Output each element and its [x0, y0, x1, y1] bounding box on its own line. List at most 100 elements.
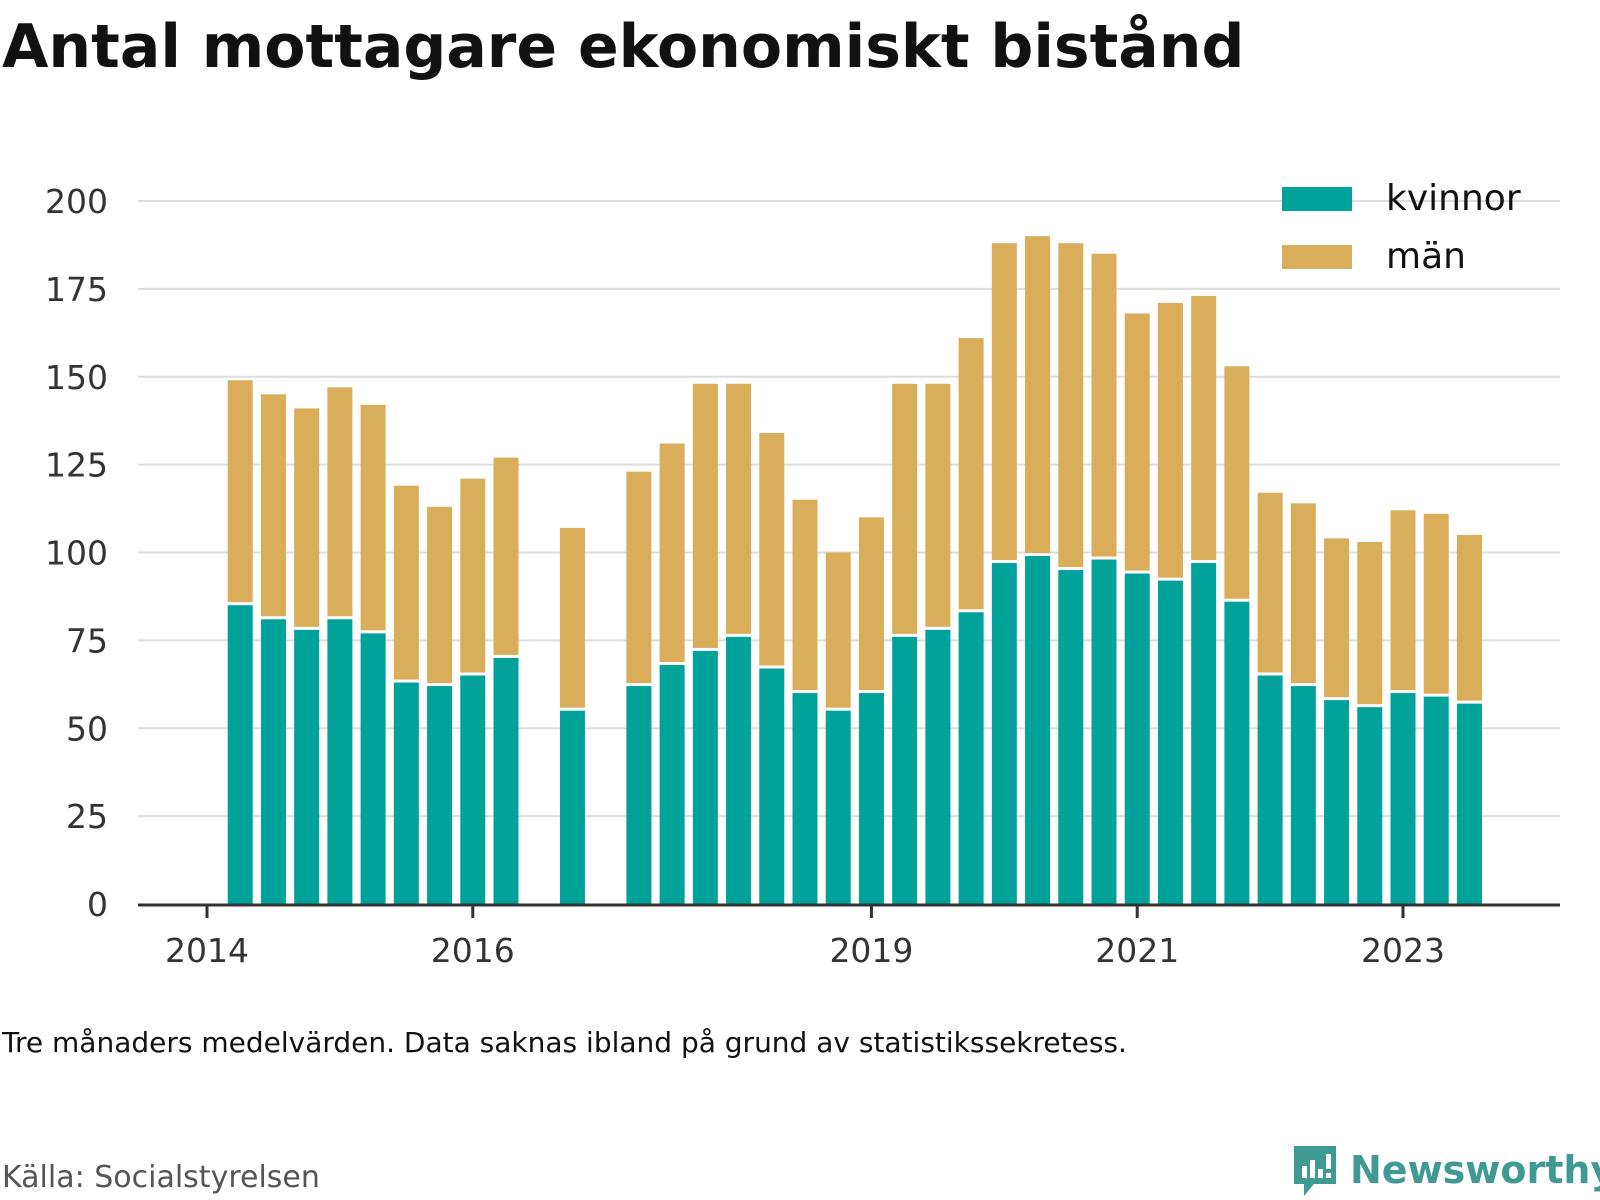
legend-label-man: män — [1386, 236, 1466, 277]
bar-man — [1091, 253, 1117, 557]
bar-man — [294, 408, 320, 627]
bar-man — [493, 457, 519, 655]
bar-man — [1224, 366, 1250, 599]
bar-kvinnor — [892, 636, 918, 904]
bar-man — [991, 243, 1017, 561]
legend-swatch-kvinnor — [1282, 186, 1352, 211]
bar-man — [659, 443, 685, 662]
bar-man — [260, 394, 286, 617]
bar-kvinnor — [858, 693, 884, 904]
bar-kvinnor — [958, 612, 984, 904]
bar-kvinnor — [1091, 559, 1117, 904]
bar-man — [559, 527, 585, 708]
bar-man — [427, 506, 453, 684]
bar-kvinnor — [1058, 570, 1084, 904]
bar-kvinnor — [1224, 601, 1250, 904]
bar-man — [958, 338, 984, 610]
bar-kvinnor — [1324, 700, 1350, 904]
chart-note: Tre månaders medelvärden. Data saknas ib… — [2, 1026, 1127, 1059]
bar-man — [892, 383, 918, 634]
bar-man — [692, 383, 718, 648]
bar-kvinnor — [1157, 580, 1183, 904]
bar-kvinnor — [692, 650, 718, 904]
y-tick-label: 0 — [87, 885, 108, 924]
bar-kvinnor — [1390, 693, 1416, 904]
y-tick-label: 50 — [66, 709, 108, 748]
y-tick-label: 150 — [45, 358, 108, 397]
bar-man — [759, 432, 785, 666]
bar-kvinnor — [1257, 675, 1283, 904]
bar-man — [1324, 538, 1350, 698]
bar-kvinnor — [1456, 703, 1482, 904]
bar-man — [1058, 243, 1084, 568]
bar-kvinnor — [759, 668, 785, 904]
chart-title: Antal mottagare ekonomiskt bistånd — [2, 12, 1245, 82]
bar-kvinnor — [393, 682, 419, 904]
bar-kvinnor — [1423, 696, 1449, 904]
bar-kvinnor — [427, 686, 453, 904]
bar-kvinnor — [1290, 686, 1316, 904]
bar-kvinnor — [1191, 563, 1217, 904]
x-tick-label: 2014 — [165, 931, 249, 970]
brand-logo: Newsworthy — [1290, 1140, 1600, 1200]
bar-kvinnor — [792, 693, 818, 904]
bar-man — [726, 383, 752, 634]
bar-man — [825, 552, 851, 708]
y-axis-ticks: 0 25 50 75 100 125 150 175 200 — [45, 182, 108, 924]
bar-kvinnor — [925, 629, 951, 904]
bars — [227, 236, 1482, 904]
bar-kvinnor — [493, 657, 519, 904]
bar-man — [792, 499, 818, 691]
bar-man — [1025, 236, 1051, 554]
bar-kvinnor — [1025, 556, 1051, 904]
bar-man — [327, 387, 353, 617]
bar-kvinnor — [360, 633, 386, 904]
bar-kvinnor — [460, 675, 486, 904]
bar-kvinnor — [726, 636, 752, 904]
bar-man — [1191, 295, 1217, 561]
bar-man — [360, 404, 386, 631]
y-tick-label: 125 — [45, 446, 108, 485]
bar-kvinnor — [227, 605, 253, 904]
bar-man — [1124, 313, 1150, 571]
bar-kvinnor — [659, 664, 685, 904]
x-tick-label: 2023 — [1361, 931, 1445, 970]
newsworthy-logo-icon — [1294, 1146, 1336, 1196]
bar-kvinnor — [991, 563, 1017, 904]
bar-man — [1390, 510, 1416, 691]
legend-item-man: män — [1282, 236, 1466, 277]
bar-kvinnor — [626, 686, 652, 904]
bar-kvinnor — [327, 619, 353, 904]
brand-name: Newsworthy — [1350, 1148, 1600, 1192]
x-tick-label: 2021 — [1095, 931, 1179, 970]
bar-kvinnor — [825, 710, 851, 904]
x-tick-label: 2016 — [431, 931, 515, 970]
bar-man — [460, 478, 486, 673]
bar-kvinnor — [260, 619, 286, 904]
bar-kvinnor — [1124, 573, 1150, 904]
y-tick-label: 25 — [66, 797, 108, 836]
bar-man — [227, 380, 253, 603]
x-axis-ticks: 2014 2016 2019 2021 2023 — [165, 905, 1445, 970]
bar-man — [1257, 492, 1283, 673]
source-credit: Källa: Socialstyrelsen — [2, 1160, 320, 1195]
legend-label-kvinnor: kvinnor — [1386, 178, 1521, 219]
bar-man — [925, 383, 951, 627]
bar-man — [1357, 541, 1383, 705]
bar-man — [1157, 302, 1183, 578]
x-tick-label: 2019 — [829, 931, 913, 970]
y-tick-label: 100 — [45, 534, 108, 573]
bar-man — [1456, 534, 1482, 701]
bar-man — [1423, 513, 1449, 694]
y-tick-label: 175 — [45, 270, 108, 309]
bar-man — [858, 517, 884, 691]
bar-kvinnor — [1357, 707, 1383, 904]
legend-swatch-man — [1282, 244, 1352, 269]
y-tick-label: 75 — [66, 621, 108, 660]
bar-man — [626, 471, 652, 684]
legend-item-kvinnor: kvinnor — [1282, 178, 1521, 219]
bar-kvinnor — [559, 710, 585, 904]
bar-man — [393, 485, 419, 680]
bar-man — [1290, 503, 1316, 684]
